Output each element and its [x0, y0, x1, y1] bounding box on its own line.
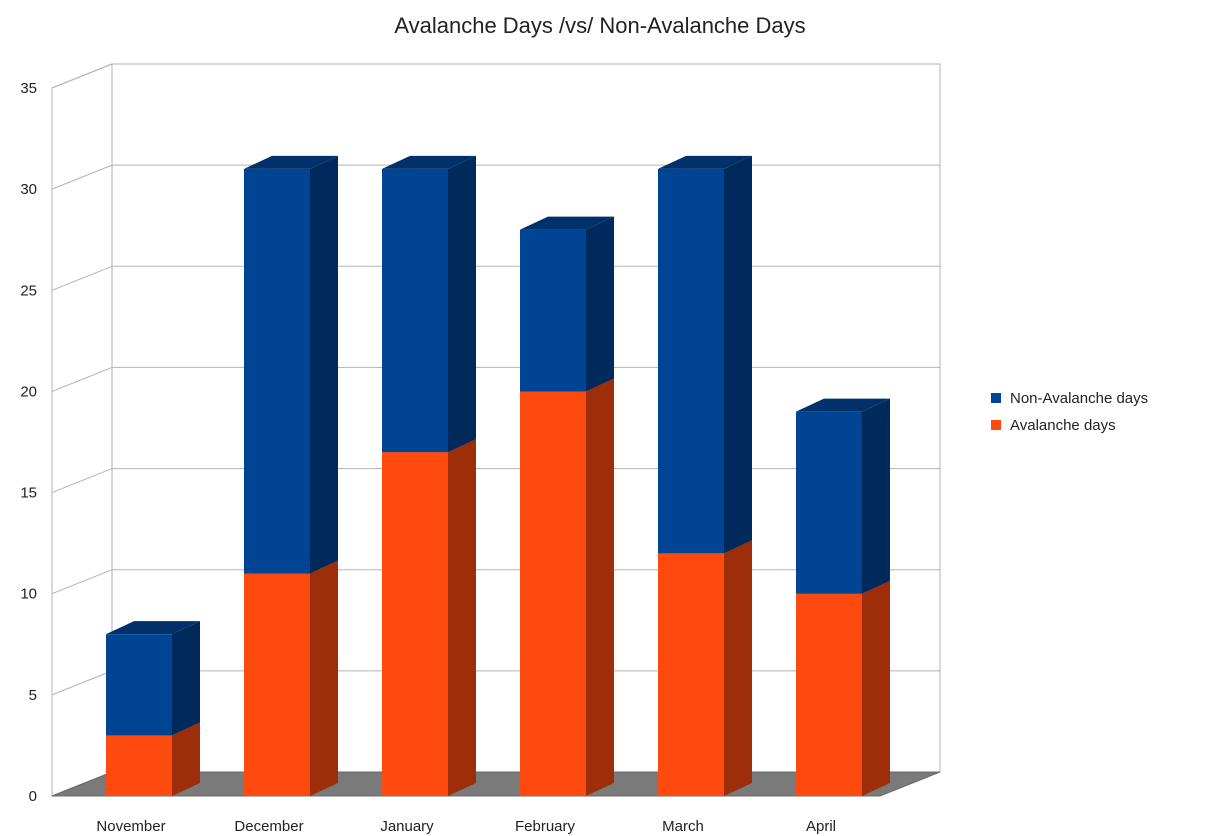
x-tick-label: February	[515, 818, 576, 835]
plot-area: 0 5 10 15 20 25 30 35 November December January Feb…	[20, 63, 941, 835]
bar-top	[382, 155, 476, 169]
bar-side	[448, 155, 476, 453]
bar-top	[658, 155, 752, 169]
bar-side	[172, 621, 200, 736]
legend-swatch	[991, 420, 1001, 430]
bar-front	[520, 229, 586, 392]
bar-side	[448, 439, 476, 796]
bar-segment	[796, 398, 890, 594]
y-tick-label: 30	[20, 181, 37, 198]
bar-segment	[382, 155, 476, 453]
bar-side	[310, 155, 338, 574]
x-tick-label: December	[234, 818, 303, 835]
bar-top	[796, 398, 890, 412]
x-tick-label: January	[380, 818, 434, 835]
side-wall	[51, 63, 113, 797]
bar-top	[244, 155, 338, 169]
bar-segment	[382, 439, 476, 796]
bar-segment	[658, 540, 752, 796]
bar-segment	[796, 580, 890, 796]
x-tick-label: November	[96, 818, 165, 835]
y-tick-label: 20	[20, 383, 37, 400]
bar-segment	[658, 155, 752, 554]
bar-front	[106, 735, 172, 796]
bar-side	[172, 722, 200, 796]
bar-side	[862, 580, 890, 796]
legend-label: Avalanche days	[1010, 417, 1116, 434]
gridline	[51, 265, 113, 291]
bar-front	[658, 553, 724, 796]
legend: Non-Avalanche days Avalanche days	[991, 390, 1148, 434]
bar-side	[586, 216, 614, 392]
bar-front	[796, 411, 862, 594]
gridline	[51, 670, 113, 696]
bar-front	[382, 168, 448, 453]
legend-item: Avalanche days	[991, 417, 1116, 434]
y-tick-label: 25	[20, 282, 37, 299]
y-tick-label: 15	[20, 485, 37, 502]
bar-top	[520, 216, 614, 230]
bar-front	[520, 391, 586, 796]
bars	[106, 155, 890, 796]
x-tick-label: March	[662, 818, 704, 835]
y-tick-label: 0	[29, 788, 37, 805]
bar-segment	[244, 560, 338, 796]
y-tick-label: 5	[29, 687, 37, 704]
x-tick-label: April	[806, 818, 836, 835]
bar-side	[724, 155, 752, 554]
bar-side	[586, 378, 614, 796]
bar-front	[106, 634, 172, 736]
legend-label: Non-Avalanche days	[1010, 390, 1148, 407]
bar-side	[724, 540, 752, 796]
gridline	[51, 366, 113, 392]
bar-front	[382, 452, 448, 796]
bar-side	[862, 398, 890, 594]
gridline	[51, 164, 113, 190]
bar-front	[658, 168, 724, 554]
bar-front	[796, 593, 862, 796]
gridline	[51, 569, 113, 595]
chart-title: Avalanche Days /vs/ Non-Avalanche Days	[394, 13, 805, 38]
bar-front	[244, 168, 310, 574]
bar-segment	[520, 378, 614, 796]
legend-item: Non-Avalanche days	[991, 390, 1148, 407]
y-tick-label: 35	[20, 80, 37, 97]
legend-swatch	[991, 393, 1001, 403]
bar-front	[244, 573, 310, 796]
bar-segment	[106, 621, 200, 736]
bar-side	[310, 560, 338, 796]
bar-segment	[244, 155, 338, 574]
bar-segment	[520, 216, 614, 392]
bar-top	[106, 621, 200, 635]
y-tick-label: 10	[20, 586, 37, 603]
gridline	[51, 468, 113, 494]
gridline	[51, 63, 113, 89]
